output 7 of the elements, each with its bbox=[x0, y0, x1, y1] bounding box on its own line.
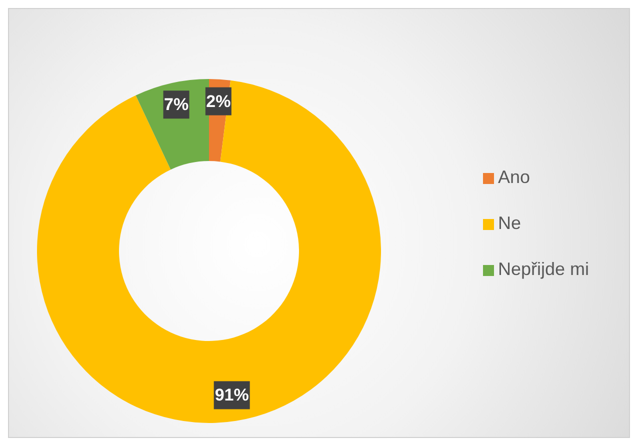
legend-label: Ano bbox=[498, 167, 530, 187]
data-label: 91% bbox=[214, 386, 249, 405]
legend-label: Nepřijde mi bbox=[498, 259, 589, 279]
legend-label: Ne bbox=[498, 213, 521, 233]
data-label: 2% bbox=[206, 92, 231, 111]
donut-slice bbox=[37, 80, 381, 423]
data-label: 7% bbox=[164, 95, 189, 114]
